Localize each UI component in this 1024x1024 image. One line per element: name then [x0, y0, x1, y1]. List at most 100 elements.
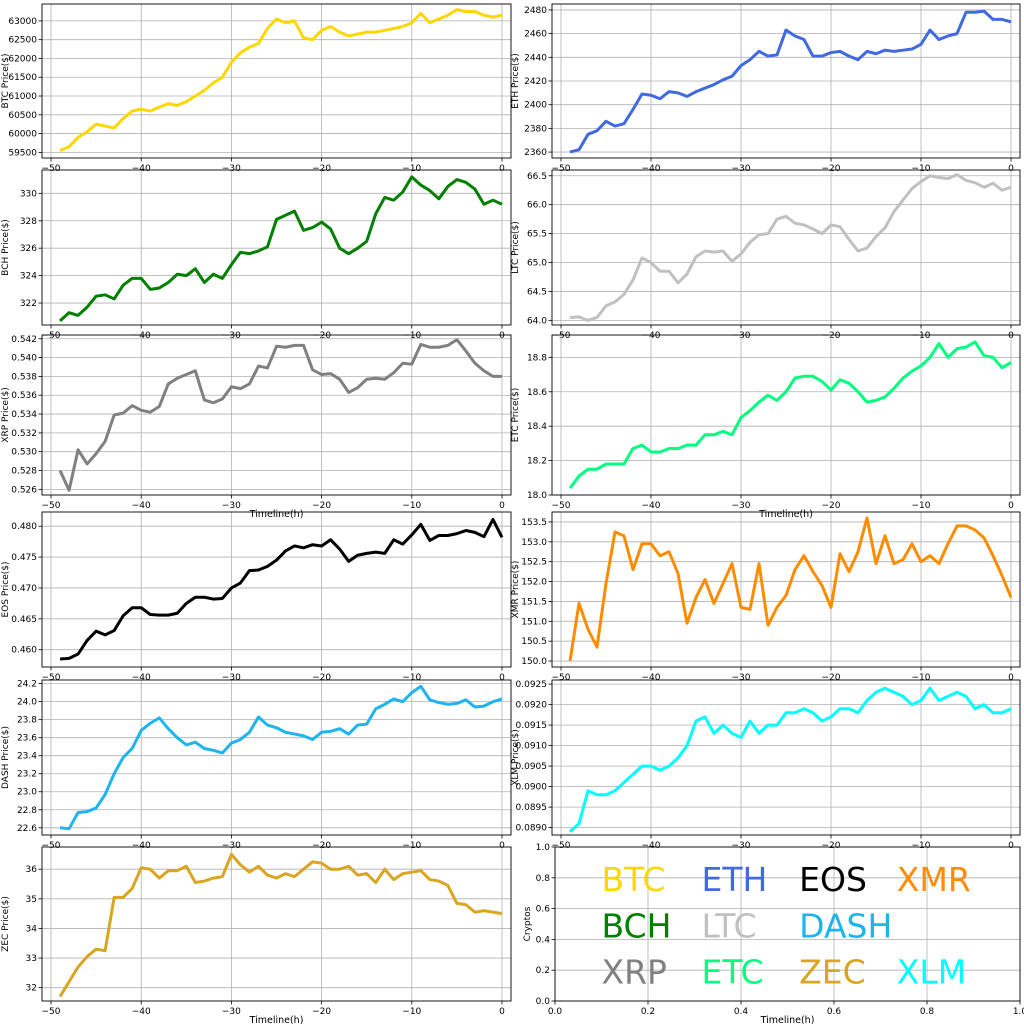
x-tick-label: 0.0 — [548, 1007, 563, 1017]
legend-word-etc: ETC — [701, 953, 763, 992]
x-tick-label: −40 — [132, 1007, 151, 1017]
series-line — [568, 686, 1012, 833]
y-tick-label: 0.2 — [536, 966, 550, 976]
x-tick-label: −20 — [312, 501, 331, 511]
y-tick-label: 23.8 — [17, 716, 37, 726]
y-tick-label: 324 — [20, 272, 37, 282]
x-tick-label: 0.4 — [734, 1007, 749, 1017]
x-tick-label: −40 — [132, 501, 151, 511]
y-axis-label: EOS Price($) — [1, 561, 11, 617]
y-tick-label: 60500 — [8, 111, 37, 121]
y-tick-label: 2480 — [524, 6, 547, 16]
y-tick-label: 153.0 — [521, 538, 547, 548]
y-tick-label: 0.536 — [11, 391, 37, 401]
x-tick-label: −30 — [222, 1007, 241, 1017]
y-tick-label: 23.6 — [17, 734, 37, 744]
chart-panel-8: −50 −40 −30 −20 −10 0 150.0 150.5 151.0 151.5 152.… — [511, 511, 1021, 683]
x-tick-label: −10 — [912, 164, 931, 174]
legend-word-zec: ZEC — [799, 953, 866, 992]
y-tick-label: 0.470 — [11, 584, 37, 594]
y-tick-label: 2460 — [524, 30, 547, 40]
y-tick-label: 2420 — [524, 77, 547, 87]
y-tick-label: 0.530 — [11, 448, 37, 458]
x-tick-label: 0.6 — [827, 1007, 842, 1017]
y-tick-label: 18.0 — [527, 491, 547, 501]
y-tick-label: 63000 — [8, 17, 37, 27]
plot-frame — [41, 334, 512, 496]
x-tick-label: −50 — [552, 501, 571, 511]
x-tick-label: 0 — [499, 841, 505, 851]
y-tick-label: 35 — [26, 895, 37, 905]
y-tick-label: 60000 — [8, 130, 37, 140]
y-tick-label: 33 — [26, 954, 37, 964]
x-tick-label: −10 — [402, 164, 421, 174]
y-tick-label: 24.0 — [17, 698, 37, 708]
x-tick-label: −10 — [402, 1007, 421, 1017]
x-tick-label: −10 — [402, 501, 421, 511]
y-axis-label: BTC Price($) — [1, 54, 11, 109]
series-line — [568, 340, 1012, 490]
chart-panel-9: −50 −40 −30 −20 −10 0 22.6 22.8 23.0 23.2 23.4 23.6… — [1, 679, 512, 851]
y-tick-label: 23.2 — [17, 770, 37, 780]
y-tick-label: 61000 — [8, 92, 37, 102]
series-line — [59, 8, 503, 152]
x-axis-label: Timeline(h) — [249, 509, 304, 520]
y-tick-label: 61500 — [8, 73, 37, 83]
x-tick-label: 0 — [1008, 501, 1014, 511]
x-tick-label: −20 — [822, 841, 841, 851]
y-axis-label: DASH Price($) — [1, 726, 11, 789]
y-tick-label: 0.542 — [11, 335, 37, 345]
y-axis-label: XRP Price($) — [1, 387, 11, 442]
x-axis-label: Timeline(h) — [758, 509, 813, 520]
y-tick-label: 0.475 — [11, 553, 37, 563]
legend-word-xlm: XLM — [897, 953, 966, 992]
y-tick-label: 18.4 — [527, 422, 547, 432]
x-tick-label: −20 — [822, 673, 841, 683]
y-tick-label: 330 — [20, 189, 37, 199]
y-tick-label: 150.5 — [521, 637, 547, 647]
plot-frame — [551, 679, 1021, 836]
y-tick-label: 0.0900 — [516, 783, 548, 793]
x-tick-label: −20 — [312, 164, 331, 174]
x-tick-label: −50 — [552, 164, 571, 174]
plot-frame — [41, 511, 512, 668]
x-tick-label: −30 — [732, 501, 751, 511]
y-tick-label: 0.0915 — [516, 721, 548, 731]
x-tick-label: −50 — [42, 841, 61, 851]
y-tick-label: 65.0 — [527, 259, 547, 269]
x-tick-label: −20 — [822, 164, 841, 174]
y-tick-label: 0.532 — [11, 429, 37, 439]
x-tick-label: −30 — [222, 673, 241, 683]
y-tick-label: 0.0895 — [516, 803, 548, 813]
y-tick-label: 153.5 — [521, 518, 547, 528]
y-tick-label: 0.6 — [536, 905, 551, 915]
y-tick-label: 18.6 — [527, 388, 547, 398]
y-tick-label: 0.0910 — [516, 742, 548, 752]
y-tick-label: 23.0 — [17, 788, 37, 798]
x-tick-label: −40 — [642, 673, 661, 683]
plot-frame — [551, 169, 1021, 326]
chart-panel-11: −50 −40 −30 −20 −10 0 32 33 34 35 36 ZEC Price($) Ti… — [1, 846, 512, 1024]
x-tick-label: 0.2 — [641, 1007, 655, 1017]
x-tick-label: −30 — [222, 164, 241, 174]
x-tick-label: −50 — [42, 164, 61, 174]
y-tick-label: 59500 — [8, 148, 37, 158]
legend-word-bch: BCH — [602, 906, 672, 945]
x-tick-label: 0 — [1008, 673, 1014, 683]
y-axis-label: LTC Price($) — [511, 221, 521, 274]
x-tick-label: −50 — [42, 1007, 61, 1017]
plot-frame — [41, 846, 512, 1002]
x-tick-label: −40 — [642, 841, 661, 851]
x-tick-label: 0 — [1008, 841, 1014, 851]
x-tick-label: 0 — [499, 673, 505, 683]
y-tick-label: 64.0 — [527, 316, 547, 326]
y-tick-label: 326 — [20, 244, 37, 254]
chart-panel-3: −50−40−30−20−100322324326328330BCH Price… — [1, 169, 512, 341]
x-tick-label: −40 — [132, 164, 151, 174]
y-tick-label: 0.0905 — [516, 762, 548, 772]
x-tick-label: −30 — [732, 164, 751, 174]
series-line — [59, 175, 503, 322]
x-tick-label: −20 — [312, 1007, 331, 1017]
plot-frame — [41, 169, 512, 326]
chart-panel-1: −50 −40 −30 −20 −10 0 59500 60000 60500 61000 6150… — [1, 3, 512, 174]
